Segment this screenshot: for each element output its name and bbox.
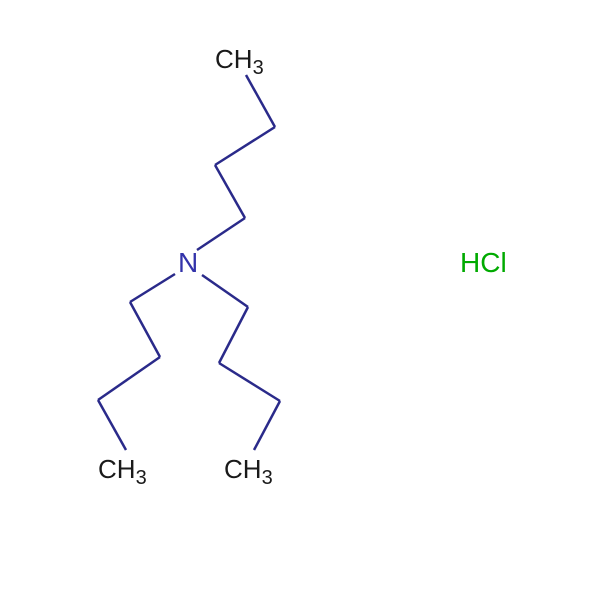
bond — [219, 363, 280, 401]
nitrogen-atom: N — [178, 247, 198, 278]
ch-sub: 3 — [253, 57, 264, 79]
bond — [254, 401, 280, 450]
ch-text: CH — [98, 454, 136, 484]
ch-sub: 3 — [136, 467, 147, 489]
bond — [246, 75, 275, 127]
bond — [202, 275, 248, 307]
methyl-top: CH3 — [215, 44, 264, 79]
bond — [197, 218, 245, 250]
methyl-right: CH3 — [224, 454, 273, 489]
bond — [215, 165, 245, 218]
bond — [130, 274, 175, 302]
bond — [98, 357, 160, 400]
ch-text: CH — [224, 454, 262, 484]
molecule-diagram: N CH3 CH3 CH3 HCl — [0, 0, 594, 603]
bond — [130, 302, 160, 357]
ch-sub: 3 — [262, 467, 273, 489]
methyl-left: CH3 — [98, 454, 147, 489]
ch-text: CH — [215, 44, 253, 74]
bond — [215, 127, 275, 165]
hcl-label: HCl — [460, 247, 507, 278]
bond — [98, 400, 126, 450]
bond — [219, 307, 248, 363]
